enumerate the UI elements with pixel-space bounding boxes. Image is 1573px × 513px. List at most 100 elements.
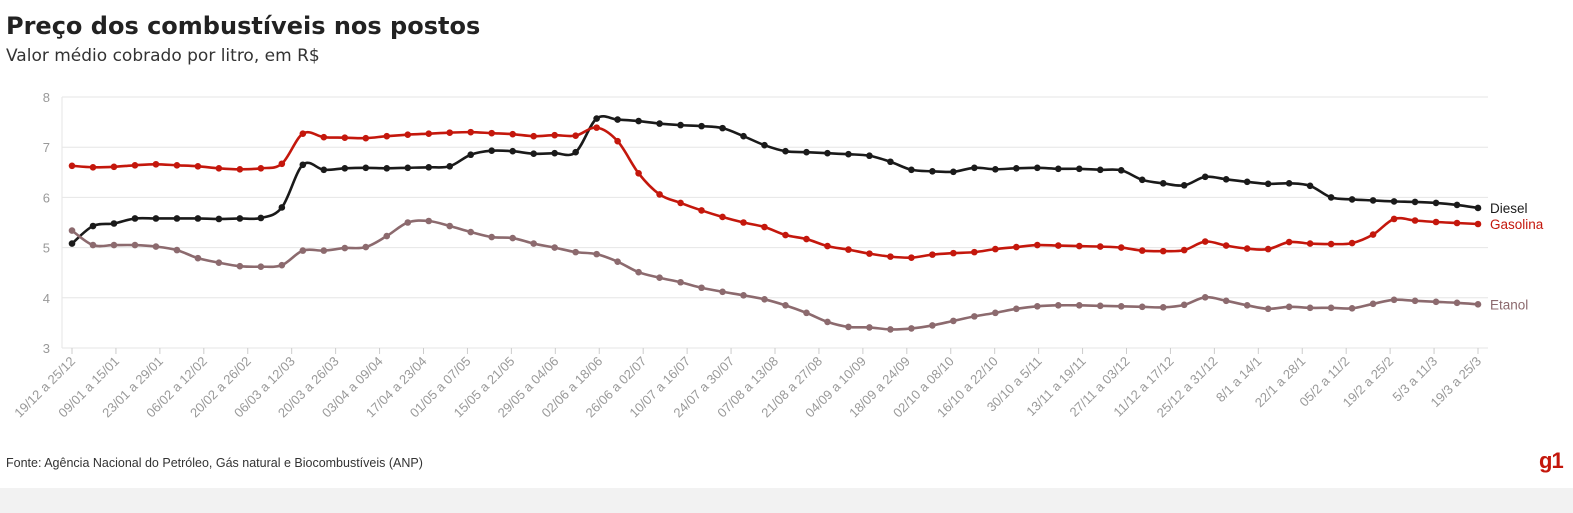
y-axis: 3 4 5 6 7 8 [43, 90, 50, 356]
data-point [194, 215, 202, 222]
data-point [740, 132, 747, 140]
data-point [719, 288, 726, 296]
y-tick-label: 3 [43, 341, 50, 356]
data-point [152, 243, 160, 250]
data-point [530, 240, 537, 247]
data-point [131, 241, 139, 249]
data-point [1264, 180, 1272, 188]
data-point [1117, 244, 1125, 251]
data-point [1201, 238, 1209, 245]
data-point [278, 261, 286, 269]
data-point [509, 234, 516, 242]
data-point [236, 262, 244, 270]
data-point [1369, 300, 1377, 308]
data-point [152, 160, 160, 168]
data-point [1390, 198, 1398, 205]
data-point [1117, 166, 1125, 174]
data-point [824, 242, 831, 250]
data-point [572, 148, 579, 156]
data-point [635, 117, 642, 125]
y-tick-label: 6 [43, 190, 50, 205]
data-point [446, 162, 454, 170]
data-point [425, 163, 433, 171]
data-point [110, 241, 118, 249]
data-point [1075, 165, 1083, 173]
data-point [131, 161, 139, 169]
series-gasolina [68, 124, 1482, 261]
data-point [173, 246, 181, 254]
data-point [1222, 297, 1230, 305]
data-point [383, 164, 391, 172]
data-point [320, 166, 328, 174]
data-point [740, 219, 747, 226]
data-point [89, 163, 97, 171]
data-point [1180, 182, 1188, 189]
data-point [677, 278, 684, 286]
data-point [509, 130, 516, 138]
data-point [1453, 299, 1461, 307]
data-point [1432, 218, 1440, 226]
data-point [950, 317, 957, 325]
data-point [698, 207, 705, 214]
data-point [908, 254, 915, 261]
data-point [719, 124, 726, 132]
data-point [1348, 239, 1356, 247]
data-point [1138, 247, 1146, 254]
data-point [1285, 180, 1293, 187]
data-point [1075, 242, 1083, 250]
data-point [194, 162, 202, 170]
data-point [362, 164, 370, 172]
data-point [1264, 245, 1272, 253]
data-point [950, 249, 957, 257]
data-point [1306, 304, 1314, 312]
g1-logo[interactable]: g1 [1539, 448, 1564, 473]
data-point [1222, 242, 1230, 249]
data-point [236, 165, 244, 173]
data-point [299, 161, 307, 169]
data-point [215, 215, 223, 223]
series-etanol [68, 217, 1482, 333]
data-point [1013, 164, 1020, 172]
data-point [1453, 201, 1461, 209]
data-point [89, 222, 97, 230]
data-point [929, 322, 936, 329]
series-label-diesel: Diesel [1490, 201, 1528, 216]
data-point [152, 215, 160, 222]
data-point [467, 228, 475, 236]
data-point [950, 168, 957, 176]
data-point [1306, 240, 1314, 247]
data-point [509, 147, 516, 155]
data-point [1159, 304, 1167, 311]
data-point [782, 147, 789, 155]
data-point [1390, 215, 1398, 223]
chart-subtitle: Valor médio cobrado por litro, em R$ [6, 46, 320, 66]
data-point [341, 244, 349, 252]
footer-bar [0, 488, 1573, 513]
data-point [1327, 240, 1335, 248]
series-line [71, 219, 1479, 331]
data-point [1054, 302, 1062, 309]
series-group [68, 115, 1482, 333]
data-point [1348, 305, 1356, 312]
data-point [404, 131, 412, 138]
data-point [740, 291, 747, 299]
data-point [1474, 301, 1482, 308]
data-point [992, 165, 999, 173]
series-diesel [68, 115, 1482, 247]
data-point [1327, 194, 1335, 201]
data-point [971, 164, 978, 172]
data-point [488, 129, 496, 137]
data-point [299, 130, 307, 137]
data-point [467, 128, 475, 136]
data-point [1264, 305, 1272, 313]
data-point [530, 150, 537, 158]
data-point [1369, 197, 1377, 204]
data-point [1180, 246, 1188, 254]
series-label-gasolina: Gasolina [1490, 217, 1544, 232]
data-point [656, 274, 663, 282]
data-point [1159, 247, 1167, 255]
data-point [929, 167, 936, 175]
data-point [425, 130, 433, 137]
data-point [1243, 302, 1251, 309]
data-point [866, 250, 873, 257]
